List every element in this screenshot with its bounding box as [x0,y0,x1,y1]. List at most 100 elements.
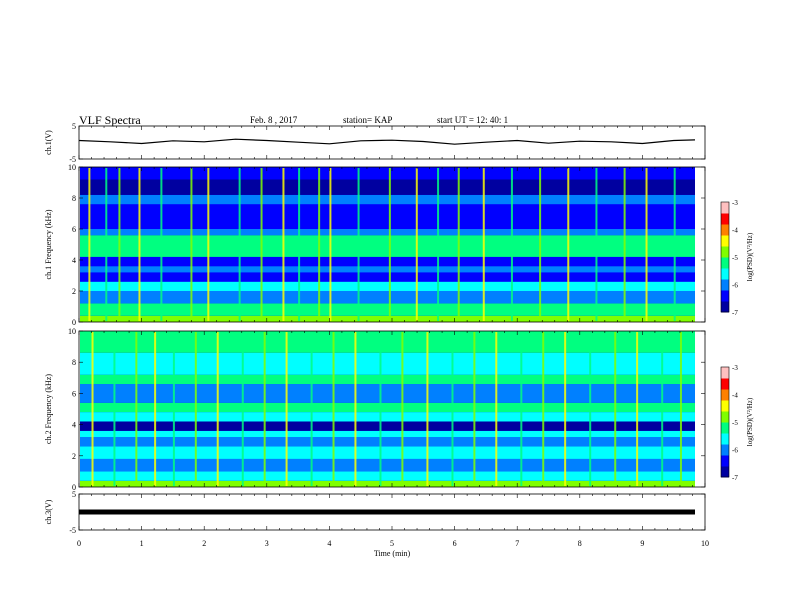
impulsive-streak [298,168,300,321]
impulsive-streak [195,332,197,486]
frequency-band [80,471,695,480]
impulsive-streak [389,168,391,321]
impulsive-streak [105,168,107,321]
y-tick-label: 2 [72,287,76,296]
colorbar-swatch [721,224,729,236]
colorbar-swatch [721,433,729,445]
y-axis-label: ch.2 Frequency (kHz) [44,374,53,444]
impulsive-streak [589,332,591,486]
colorbar-swatch [721,411,729,423]
y-tick-label: 10 [68,327,76,336]
impulsive-streak [451,332,453,486]
y-tick-label: 8 [72,194,76,203]
colorbar-swatch [721,290,729,302]
impulsive-streak [542,332,544,486]
colorbar-swatch [721,422,729,434]
colorbar-swatch [721,257,729,269]
colorbar-swatch [721,202,729,214]
impulsive-streak [138,168,140,321]
impulsive-streak [207,168,209,321]
impulsive-streak [261,168,263,321]
colorbar-tick-label: -7 [732,474,738,482]
y-tick-label: 8 [72,358,76,367]
y-tick-label: 0 [72,318,76,327]
frequency-band [80,421,695,430]
impulsive-streak [92,332,94,486]
frequency-band [80,331,695,353]
colorbar-swatch [721,466,729,478]
frequency-band [80,316,695,322]
colorbar-swatch [721,444,729,456]
colorbar-swatch [721,213,729,225]
impulsive-streak [160,168,162,321]
frequency-band [80,459,695,471]
panel-frame [78,125,706,160]
frequency-band [80,235,695,257]
impulsive-streak [286,332,288,486]
colorbar-swatch [721,455,729,467]
impulsive-streak [595,168,597,321]
y-tick-label: 6 [72,225,76,234]
impulsive-streak [539,168,541,321]
colorbar-swatch [721,389,729,401]
frequency-band [80,403,695,412]
impulsive-streak [426,332,428,486]
impulsive-streak [674,168,676,321]
impulsive-streak [416,168,418,321]
y-tick-label: 0 [72,483,76,492]
colorbar-swatch [721,400,729,412]
impulsive-streak [567,168,569,321]
voltage-trace [78,138,696,145]
impulsive-streak [458,168,460,321]
impulsive-streak [173,332,175,486]
y-tick-label: -5 [69,526,76,535]
frequency-band [80,384,695,403]
y-axis-label: ch.3(V) [44,499,53,524]
impulsive-streak [154,332,156,486]
impulsive-streak [239,168,241,321]
y-axis-label: ch.1 Frequency (kHz) [44,209,53,279]
figure-header: VLF Spectra Feb. 8 , 2017 station= KAP s… [79,113,508,127]
y-tick-label: 2 [72,452,76,461]
spectrogram-image [80,331,695,487]
colorbar-tick-label: -6 [732,447,738,455]
ch2-spectrogram-panel: 0 2 4 6 8 10 ch.2 Frequency (kHz) [44,327,706,492]
impulsive-streak [614,332,616,486]
x-tick-label: 3 [265,539,269,548]
impulsive-streak [242,332,244,486]
y-tick-label: 10 [68,163,76,172]
spectrogram-image [80,167,695,322]
y-tick-label: 5 [72,122,76,131]
colorbar-tick-label: -7 [732,309,738,317]
frequency-band [80,229,695,235]
impulsive-streak [646,168,648,321]
impulsive-streak [264,332,266,486]
y-axis-label: ch.1(V) [44,130,53,155]
ch1-colorbar: -3 -4 -5 -6 -7 log(PSD)(V²/Hz) [720,199,754,317]
x-tick-label: 7 [515,539,519,548]
x-tick-label: 2 [202,539,206,548]
x-tick-label: 6 [453,539,457,548]
date-label: Feb. 8 , 2017 [250,115,298,125]
y-tick-label: 5 [72,490,76,499]
impulsive-streak [88,168,90,321]
ch2-colorbar: -3 -4 -5 -6 -7 log(PSD)(V²/Hz) [720,364,754,482]
frequency-band [80,282,695,291]
frequency-band [80,195,695,204]
colorbar-swatch [721,235,729,247]
frequency-band [80,353,695,375]
impulsive-streak [564,332,566,486]
frequency-band [80,437,695,446]
colorbar-swatch [721,246,729,258]
frequency-band [80,375,695,384]
colorbar-swatch [721,378,729,390]
colorbar-swatch [721,279,729,291]
x-tick-label: 5 [390,539,394,548]
impulsive-streak [329,168,331,321]
x-axis-label: Time (min) [374,549,411,558]
frequency-band [80,291,695,303]
colorbar-tick-label: -5 [732,419,738,427]
impulsive-streak [311,332,313,486]
impulsive-streak [483,168,485,321]
